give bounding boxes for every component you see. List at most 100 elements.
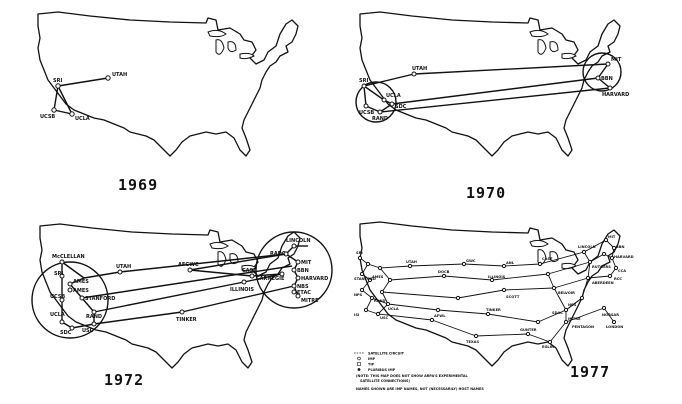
label-afgwc: AFGWC [178, 262, 199, 268]
node-ames-imp [67, 281, 73, 287]
legend-satellite: SATELLITE CIRCUIT [368, 352, 405, 356]
network-node [485, 311, 491, 317]
label-bbn: BBN [297, 268, 309, 274]
label-lincoln: LINCOLN [578, 245, 596, 249]
label-scott: SCOTT [506, 295, 520, 299]
node-mitre [295, 293, 301, 299]
node-ucsb [59, 297, 65, 303]
label-lincoln: LINCOLN [286, 238, 311, 244]
network-node [441, 273, 447, 279]
network-node [363, 307, 369, 313]
network-node [407, 263, 413, 269]
label-ames-imp: AMES [73, 279, 89, 285]
network-node [545, 271, 551, 277]
network-node [435, 307, 441, 313]
network-node [525, 331, 531, 337]
map-1972: McCLELLAN SRI AMES AMES UCSB STANFORD UC… [31, 223, 333, 369]
node-lincoln [291, 243, 297, 249]
node-radc [283, 251, 289, 257]
network-node [585, 275, 591, 281]
node-ucsb [51, 107, 57, 113]
label-stanford: STANFORD [85, 296, 115, 302]
label-radc: RADC [270, 251, 286, 257]
node-ucla [69, 111, 75, 117]
label-rand: RAND [86, 314, 102, 320]
network-node [563, 319, 569, 325]
label-nbs: NBS [568, 303, 577, 307]
node-ucla [381, 97, 387, 103]
network-node [379, 289, 385, 295]
label-gwc: GWC [466, 259, 476, 263]
legend-1977: SATELLITE CIRCUIT IMP TIP PLURIBUS IMP (… [354, 352, 484, 391]
nodes-1970: UTAH SRI UCSB UCLA SDC RAND MIT BBN HARV… [359, 57, 629, 122]
legend-note-1: (NOTE: THIS MAP DOES NOT SHOW ARPA'S EXP… [356, 374, 469, 378]
region-northeast [582, 52, 622, 92]
node-mit [295, 259, 301, 265]
label-mit: MIT [608, 235, 616, 239]
label-ucla: UCLA [75, 116, 90, 122]
label-illinois: ILLINOIS [488, 275, 506, 279]
label-texas: TEXAS [466, 340, 479, 344]
network-node [601, 305, 607, 311]
map-1969: UTAH SRI UCSB UCLA [37, 11, 299, 157]
node-mcclellan [59, 259, 65, 265]
network-node [375, 311, 381, 317]
label-rand: RAND [372, 116, 388, 122]
network-node [367, 277, 373, 283]
label-harvard: HARVARD [301, 276, 328, 282]
network-node [473, 333, 479, 339]
label-mitre: MITRE [301, 298, 319, 304]
label-norsar: NORSAR [602, 313, 619, 317]
label-carnegie: CARNEGIE [256, 276, 285, 282]
node-sri [361, 83, 367, 89]
map-1977: SRI ILLINOIS CASE LINCOLN MIT BBN HARVAR… [354, 221, 634, 367]
label-harvard: HARVARD [614, 255, 634, 259]
node-tinker [179, 309, 185, 315]
network-node [611, 245, 617, 251]
label-illinois: ILLINOIS [230, 287, 254, 293]
label-ucsb: UCSB [40, 114, 55, 120]
network-node [369, 295, 375, 301]
label-etac: ETAC [297, 290, 311, 296]
node-bbn [291, 267, 297, 273]
node-bbn [595, 75, 601, 81]
label-nbs: NBS [297, 284, 309, 290]
node-sri [55, 83, 61, 89]
network-node [613, 265, 619, 271]
label-isi: ISI [354, 313, 359, 317]
label-mit: MIT [611, 57, 622, 63]
label-ames-tip: AMES [73, 288, 89, 294]
region-northeast [255, 231, 333, 309]
legend-note-3: NAMES SHOWN ARE IMP NAMES, NOT (NECESSAR… [356, 387, 484, 391]
label-sdac: SDAC [552, 311, 563, 315]
usa-outline [39, 223, 301, 369]
label-ucla: UCLA [388, 307, 399, 311]
nodes-1972: McCLELLAN SRI AMES AMES UCSB STANFORD UC… [50, 238, 328, 336]
network-node [429, 317, 435, 323]
label-gunter: GUNTER [520, 328, 537, 332]
node-utah [117, 269, 123, 275]
label-utah: UTAH [116, 264, 131, 270]
links-1969 [53, 77, 109, 115]
label-usc: USC [82, 328, 94, 334]
label-bbn: BBN [616, 245, 625, 249]
label-sdc: SDC [60, 330, 72, 336]
label-rand: RAND [374, 299, 386, 303]
network-node [547, 339, 553, 345]
label-ucla: UCLA [386, 93, 401, 99]
network-node [365, 261, 371, 267]
usa-outline [359, 11, 621, 157]
network-node [601, 251, 607, 257]
node-illinois [241, 279, 247, 285]
network-node [535, 319, 541, 325]
node-rand [377, 109, 383, 115]
label-rcc: RCC [614, 277, 622, 281]
label-mitre: MITRE [568, 317, 581, 321]
network-node [377, 265, 383, 271]
label-cca: CCA [618, 269, 626, 273]
label-ucsb: UCSB [359, 110, 374, 116]
network-node [357, 255, 363, 261]
network-node [385, 301, 391, 307]
node-rand [91, 309, 97, 315]
